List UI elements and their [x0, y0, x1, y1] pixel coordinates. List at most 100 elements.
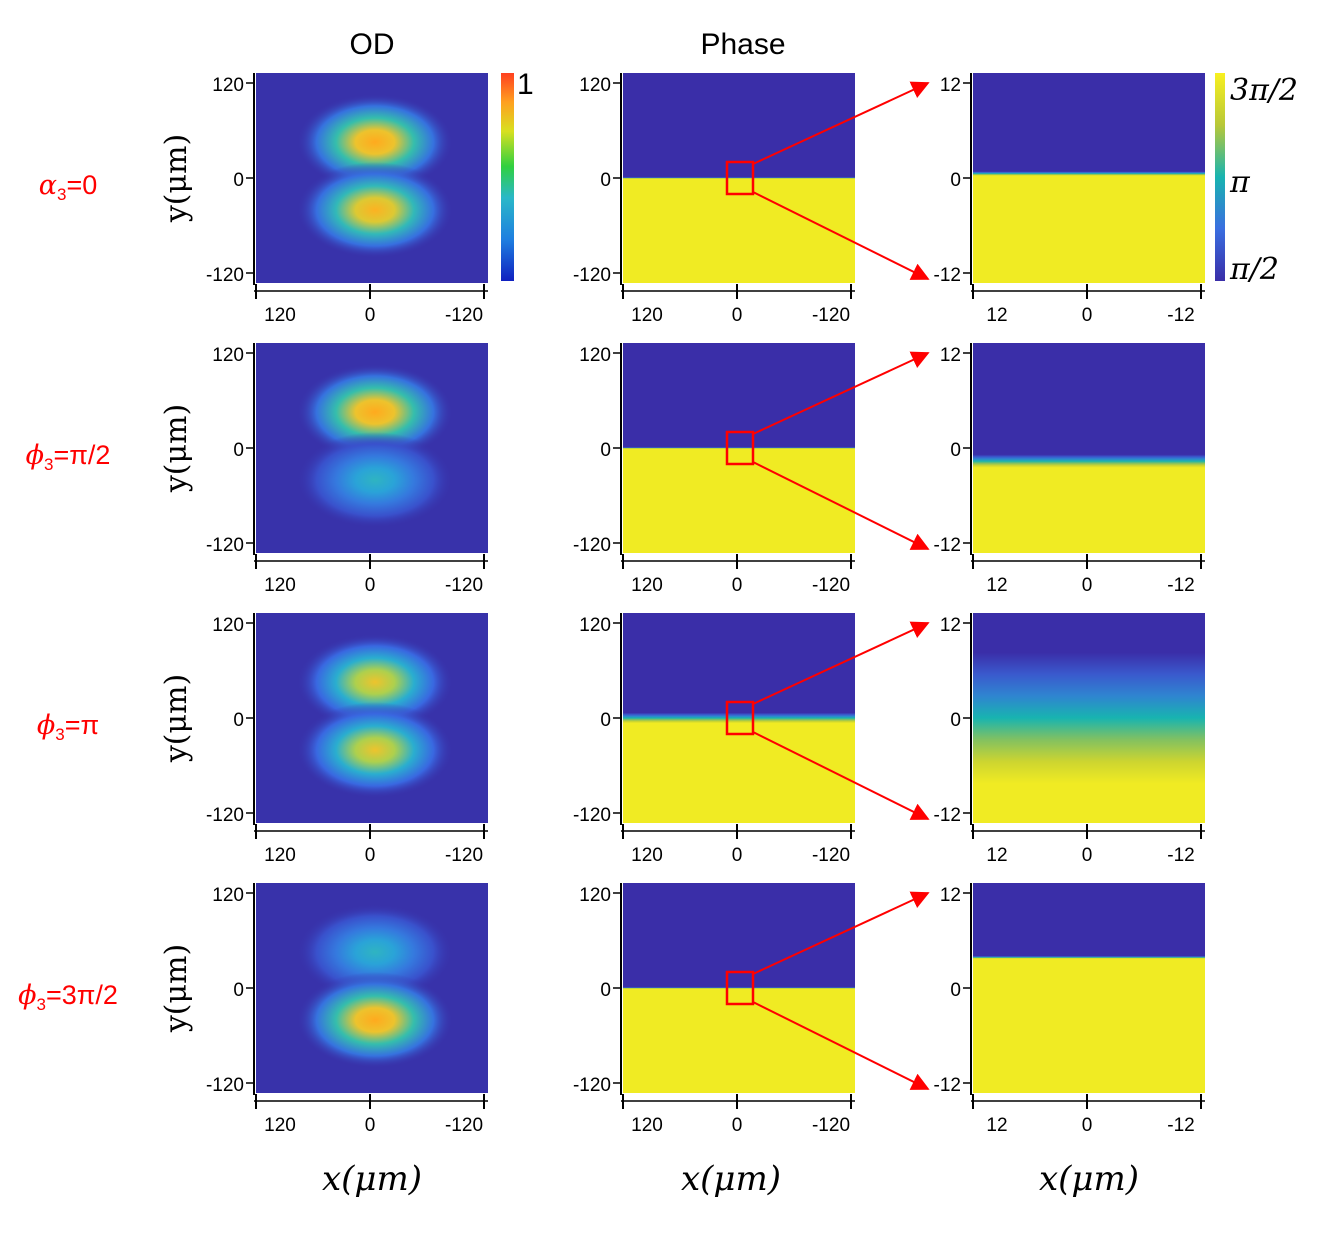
zoom-phase-heatmap: [973, 883, 1205, 1093]
zoom-1-x-tick-label: 12: [986, 575, 1007, 596]
od-lower-lobe: [297, 702, 453, 798]
phase-1-x-tick-label: 120: [631, 575, 663, 596]
od-3-x-tick-label: 120: [264, 1115, 296, 1136]
phase-3-x-tick-label: 120: [631, 1115, 663, 1136]
zoom-0-y-tick-label: -12: [934, 265, 961, 286]
row-label: ϕ3=π: [37, 710, 99, 744]
zoom-arrow-bottom: [752, 731, 930, 820]
row-label-subscript: 3: [44, 455, 53, 474]
phase-2-y-tick-label: -120: [573, 805, 611, 826]
od-upper-lobe: [297, 634, 453, 730]
zoom-2-y-tick-label: 12: [940, 615, 961, 636]
zoom-arrow-top: [752, 891, 930, 975]
zoom-1-y-tick-label: 0: [950, 440, 961, 461]
od-3-y-tick-label: -120: [206, 1075, 244, 1096]
zoom-arrow-bottom: [752, 191, 930, 280]
zoom-phase-heatmap: [973, 613, 1205, 823]
zoom-2-y-tick-label: 0: [950, 710, 961, 731]
row-label: α3=0: [39, 170, 98, 204]
od-1-y-tick-label: -120: [206, 535, 244, 556]
y-axis-label: y(μm): [159, 944, 194, 1033]
phase-0-x-tick-label: 120: [631, 305, 663, 326]
od-2-y-tick-label: 0: [233, 710, 244, 731]
od-colorbar: [501, 73, 514, 281]
od-1-x-tick-label: 0: [365, 575, 376, 596]
phase-heatmap: [623, 883, 855, 1093]
phase-0-y-tick-label: 0: [600, 170, 611, 191]
row-label-symbol: ϕ: [37, 710, 55, 741]
phase-2-y-tick-label: 120: [579, 615, 611, 636]
od-0-x-tick-label: -120: [445, 305, 483, 326]
phase-3-y-tick-label: 120: [579, 885, 611, 906]
row-label-symbol: ϕ: [26, 440, 44, 471]
row-label-subscript: 3: [57, 185, 66, 204]
zoom-2-x-tick-label: 0: [1082, 845, 1093, 866]
row-label-symbol: ϕ: [18, 980, 36, 1011]
y-axis-label: y(μm): [159, 674, 194, 763]
x-axis-label-zoom: x(μm): [1039, 1159, 1139, 1199]
zoom-0-y-tick-label: 0: [950, 170, 961, 191]
od-0-x-tick-label: 120: [264, 305, 296, 326]
phase-2-x-tick-label: -120: [812, 845, 850, 866]
row-label-value: =0: [66, 170, 97, 200]
phase-3-y-tick-label: -120: [573, 1075, 611, 1096]
zoom-region-box: [725, 970, 755, 1006]
y-axis-label: y(μm): [159, 404, 194, 493]
phase-2-x-tick-label: 0: [732, 845, 743, 866]
od-upper-lobe: [297, 904, 453, 1000]
row-label-value: =π/2: [53, 440, 110, 470]
od-2-y-tick-label: -120: [206, 805, 244, 826]
od-column-title: OD: [350, 28, 395, 61]
od-2-x-tick-label: -120: [445, 845, 483, 866]
zoom-arrow-top: [752, 621, 930, 705]
zoom-1-x-tick-label: -12: [1167, 575, 1194, 596]
zoom-0-x-tick-label: 0: [1082, 305, 1093, 326]
od-1-y-tick-label: 0: [233, 440, 244, 461]
zoom-3-y-tick-label: 0: [950, 980, 961, 1001]
phase-heatmap: [623, 343, 855, 553]
phase-colorbar-tick-pi: π: [1229, 165, 1251, 200]
zoom-arrow-top: [752, 81, 930, 165]
zoom-region-box: [725, 430, 755, 466]
phase-heatmap: [623, 73, 855, 283]
od-0-y-tick-label: 0: [233, 170, 244, 191]
od-lower-lobe: [297, 162, 453, 258]
phase-colorbar-tick-pi2: π/2: [1229, 252, 1279, 287]
phase-1-y-tick-label: 120: [579, 345, 611, 366]
phase-heatmap: [623, 613, 855, 823]
od-1-x-tick-label: -120: [445, 575, 483, 596]
od-2-x-tick-label: 120: [264, 845, 296, 866]
row-label: ϕ3=π/2: [26, 440, 111, 474]
zoom-2-x-tick-label: -12: [1167, 845, 1194, 866]
od-3-y-tick-label: 120: [212, 885, 244, 906]
phase-3-x-tick-label: -120: [812, 1115, 850, 1136]
od-3-x-tick-label: 0: [365, 1115, 376, 1136]
zoom-3-y-tick-label: 12: [940, 885, 961, 906]
phase-0-y-tick-label: -120: [573, 265, 611, 286]
x-axis-label-phase: x(μm): [681, 1159, 781, 1199]
zoom-phase-heatmap: [973, 73, 1205, 283]
zoom-2-y-tick-label: -12: [934, 805, 961, 826]
zoom-3-x-tick-label: 0: [1082, 1115, 1093, 1136]
zoom-1-y-tick-label: 12: [940, 345, 961, 366]
zoom-3-x-tick-label: -12: [1167, 1115, 1194, 1136]
od-upper-lobe: [297, 364, 453, 460]
row-label-value: =3π/2: [46, 980, 118, 1010]
row-label-subscript: 3: [37, 995, 46, 1014]
phase-colorbar-tick-3pi2: 3π/2: [1230, 73, 1298, 108]
phase-1-x-tick-label: 0: [732, 575, 743, 596]
phase-0-x-tick-label: -120: [812, 305, 850, 326]
phase-3-x-tick-label: 0: [732, 1115, 743, 1136]
phase-2-y-tick-label: 0: [600, 710, 611, 731]
zoom-0-x-tick-label: 12: [986, 305, 1007, 326]
od-2-y-tick-label: 120: [212, 615, 244, 636]
od-0-y-tick-label: -120: [206, 265, 244, 286]
zoom-1-y-tick-label: -12: [934, 535, 961, 556]
zoom-0-x-tick-label: -12: [1167, 305, 1194, 326]
phase-0-y-tick-label: 120: [579, 75, 611, 96]
od-lower-lobe: [297, 972, 453, 1068]
od-colorbar-max-label: 1: [517, 68, 534, 101]
y-axis-label: y(μm): [159, 134, 194, 223]
od-2-x-tick-label: 0: [365, 845, 376, 866]
